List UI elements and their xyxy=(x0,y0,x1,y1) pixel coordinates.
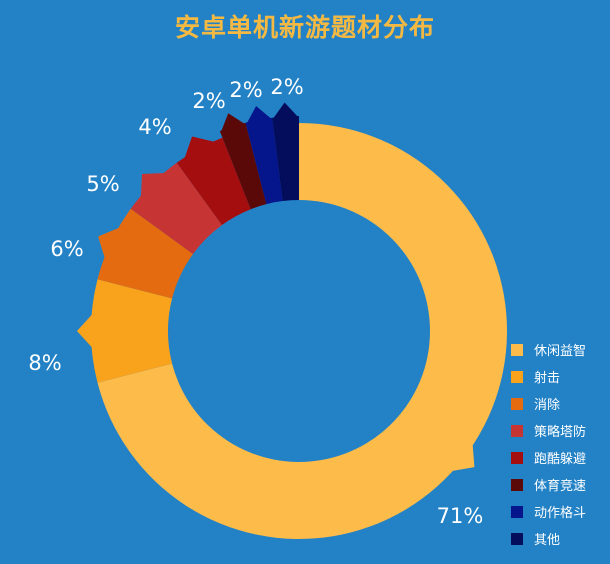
slice-pointer-2 xyxy=(77,312,94,350)
legend-item: 其他 xyxy=(511,525,586,552)
legend-label: 体育竞速 xyxy=(534,479,587,494)
legend-swatch xyxy=(511,370,523,383)
slice-pointer-5 xyxy=(183,136,217,161)
legend-swatch xyxy=(511,451,523,464)
data-label-4: 5% xyxy=(86,172,119,196)
slice-5 xyxy=(176,137,251,226)
chart-legend: 休闲益智射击消除策略塔防跑酷躲避体育竞速动作格斗其他 xyxy=(511,336,586,552)
slice-pointer-7 xyxy=(246,106,273,125)
legend-label: 消除 xyxy=(534,398,561,413)
legend-item: 射击 xyxy=(511,363,586,390)
slice-3 xyxy=(97,208,194,299)
legend-swatch xyxy=(511,505,523,518)
legend-item: 消除 xyxy=(511,390,586,417)
legend-item: 动作格斗 xyxy=(511,498,586,525)
data-label-5: 4% xyxy=(138,115,171,139)
legend-label: 射击 xyxy=(534,371,561,386)
legend-label: 休闲益智 xyxy=(534,344,587,359)
legend-swatch xyxy=(511,532,523,545)
legend-label: 跑酷躲避 xyxy=(534,452,587,467)
data-label-2: 8% xyxy=(28,351,61,375)
slice-pointer-8 xyxy=(272,102,299,120)
legend-swatch xyxy=(511,478,523,491)
data-label-1: 71% xyxy=(437,504,484,528)
slice-1 xyxy=(97,123,508,540)
slice-pointer-4 xyxy=(140,172,168,200)
slice-6 xyxy=(219,122,267,210)
legend-item: 跑酷躲避 xyxy=(511,444,586,471)
legend-item: 体育竞速 xyxy=(511,471,586,498)
legend-item: 休闲益智 xyxy=(511,336,586,363)
slice-2 xyxy=(90,279,173,383)
legend-swatch xyxy=(511,343,523,356)
legend-swatch xyxy=(511,397,523,410)
slice-pointer-3 xyxy=(98,226,122,261)
legend-label: 策略塔防 xyxy=(534,425,587,440)
chart-title: 安卓单机新游题材分布 xyxy=(174,13,435,42)
legend-swatch xyxy=(511,424,523,437)
legend-label: 其他 xyxy=(534,533,561,548)
data-label-8: 2% xyxy=(270,75,303,99)
slice-7 xyxy=(245,117,283,205)
slice-8 xyxy=(272,116,299,202)
data-label-7: 2% xyxy=(229,78,262,102)
legend-item: 策略塔防 xyxy=(511,417,586,444)
slice-pointer-1 xyxy=(449,442,475,472)
data-label-3: 6% xyxy=(50,237,83,261)
slice-pointer-6 xyxy=(220,113,247,133)
data-label-6: 2% xyxy=(192,89,225,113)
legend-label: 动作格斗 xyxy=(534,506,587,521)
